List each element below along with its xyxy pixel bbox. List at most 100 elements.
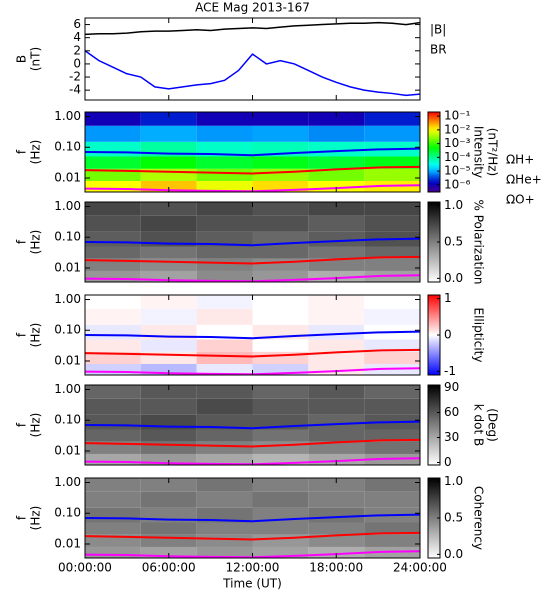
colorbar-label: Intensity [472,126,486,178]
heatmap-cell [85,453,141,465]
heatmap-cell [252,522,309,535]
heatmap-cell [252,478,309,492]
y-tick-label: 4 [73,30,81,44]
heatmap-cell [140,180,197,192]
y-tick-label: 0.10 [54,230,81,244]
heatmap-cell [308,231,365,247]
colorbar-tick-label: 90 [444,380,459,394]
heatmap-cell [140,491,197,508]
heatmap-cell [364,202,420,216]
y-axis-label: B [15,55,29,63]
colorbar-tick-label: 0 [444,455,452,469]
heatmap-cell [140,339,197,352]
heatmap-cell [308,385,365,399]
series-line [84,438,421,448]
heatmap-cell [140,156,197,169]
heatmap-cell [85,141,141,157]
heatmap-cell [85,546,141,558]
series-line [84,420,421,430]
heatmap-cell [196,125,253,142]
heatmap-cell [196,339,253,352]
series-line [84,21,421,36]
y-tick-label: 0.01 [54,536,81,550]
heatmap-cell [364,478,420,492]
heatmap-cell [252,180,309,192]
heatmap-cell [252,215,309,232]
legend-entry: ΩO+ [506,193,535,207]
heatmap-cell [140,522,197,535]
heatmap-cell [140,295,197,309]
heatmap-cell [252,429,309,442]
heatmap-cell [364,168,420,181]
heatmap-cell [308,141,365,157]
heatmap-cell [140,125,197,142]
heatmap-cell [252,491,309,508]
colorbar-tick-label: 0.5 [444,511,463,525]
heatmap-cell [252,398,309,415]
heatmap-cell [140,385,197,399]
y-axis-label: (nT) [29,47,43,71]
colorbar [427,111,441,193]
heatmap-cell [252,385,309,399]
heatmap-cell [196,258,253,271]
y-axis-label: (Hz) [29,506,43,531]
heatmap-cell [308,429,365,442]
heatmap-cell [364,156,420,169]
colorbar-tick-label: 10⁻² [444,122,471,136]
heatmap-cell [85,295,141,309]
y-axis-label: (Hz) [29,230,43,255]
colorbar-label: k dot B [472,404,486,446]
y-axis-label: (Hz) [29,323,43,348]
heatmap-cell [196,453,253,465]
colorbar-tick-label: 10⁻³ [444,136,471,150]
heatmap-cell [364,429,420,442]
heatmap-cell [308,270,365,282]
colorbar-tick-label: 0.0 [444,547,463,561]
y-axis-label: (Hz) [29,413,43,438]
heatmap-cell [196,270,253,282]
heatmap-cell [364,385,420,399]
heatmap-cell [196,534,253,547]
heatmap-cell [196,478,253,492]
heatmap-cell [252,295,309,309]
heatmap-cell [140,363,197,375]
heatmap-cell [308,441,365,454]
heatmap-cell [196,507,253,523]
heatmap-cell [196,168,253,181]
series-line [84,348,421,358]
heatmap-cell [308,295,365,309]
heatmap-cell [364,246,420,259]
heatmap-cell [196,398,253,415]
heatmap-cell [196,351,253,364]
heatmap-cell [252,246,309,259]
heatmap-cell [85,507,141,523]
heatmap-cell [364,295,420,309]
heatmap-cell [85,231,141,247]
heatmap-cell [364,398,420,415]
y-axis-label: f [15,149,29,154]
series-line [84,165,421,175]
colorbar-tick-label: 10⁻⁶ [444,177,471,191]
heatmap-cell [196,429,253,442]
heatmap-cell [308,478,365,492]
heatmap-cell [308,112,365,126]
y-tick-label: 0.01 [54,170,81,184]
heatmap-cell [196,441,253,454]
heatmap-cell [85,156,141,169]
colorbar-tick-label: 0.0 [444,271,463,285]
heatmap-cell [364,215,420,232]
heatmap-cell [140,270,197,282]
y-tick-label: 2 [73,43,81,57]
colorbar-tick-label: 10⁻¹ [444,109,471,123]
heatmap-cell [196,180,253,192]
colorbar-tick-label: 0.5 [444,235,463,249]
y-tick-label: 0.01 [54,353,81,367]
colorbar-label: Ellipticity [472,308,486,363]
y-tick-label: 1.00 [54,109,81,123]
x-tick-label: 12:00:00 [226,561,280,575]
heatmap-cell [140,215,197,232]
series-line [84,237,421,247]
heatmap-cell [308,491,365,508]
heatmap-cell [85,125,141,142]
